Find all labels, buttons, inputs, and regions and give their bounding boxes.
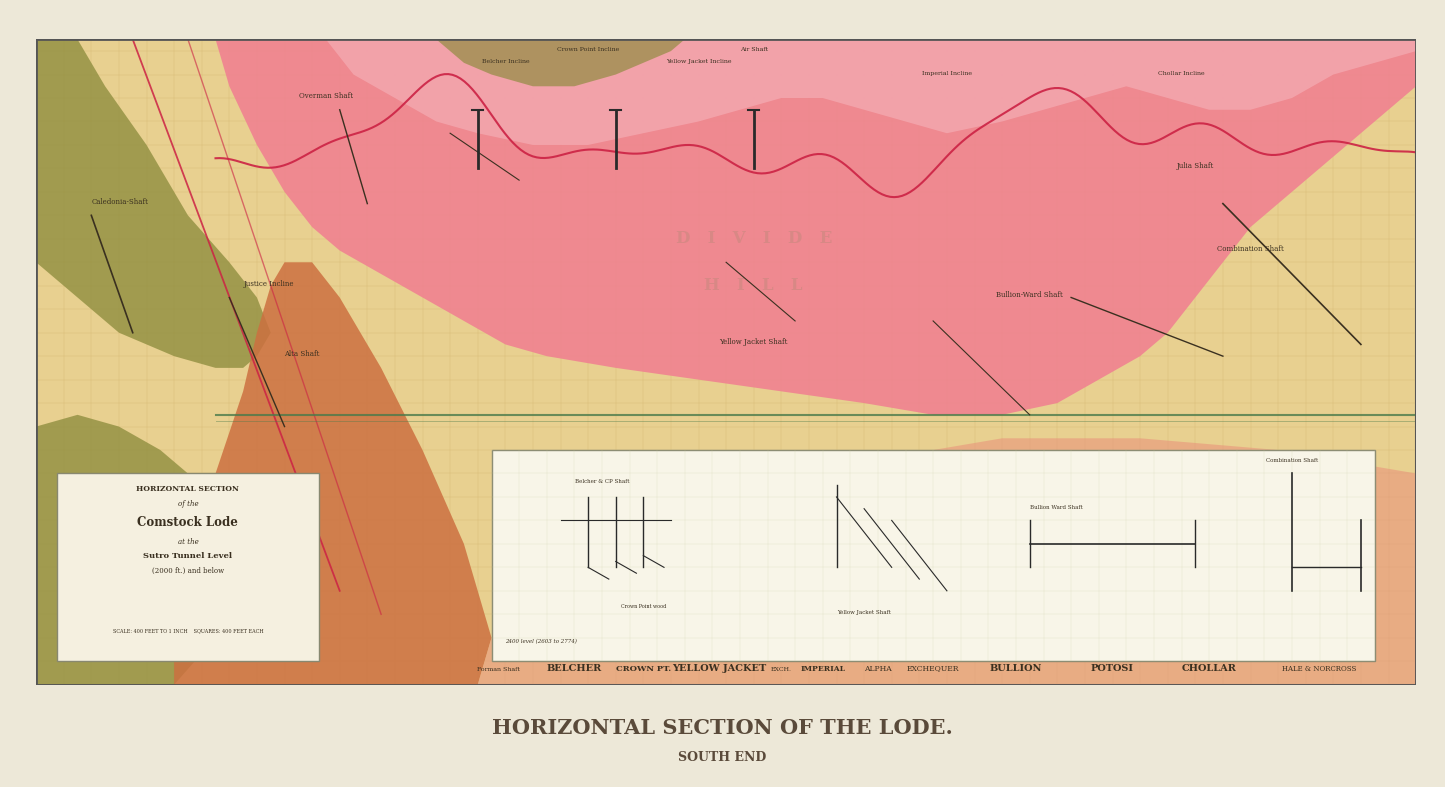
Text: YELLOW JACKET: YELLOW JACKET: [672, 663, 766, 673]
Text: Combination Shaft: Combination Shaft: [1217, 245, 1283, 253]
Polygon shape: [327, 39, 1416, 145]
Text: H   I   L   L: H I L L: [705, 277, 803, 294]
Text: SCALE: 400 FEET TO 1 INCH    SQUARES: 400 FEET EACH: SCALE: 400 FEET TO 1 INCH SQUARES: 400 F…: [113, 628, 263, 633]
Text: Forman Shaft: Forman Shaft: [477, 667, 520, 671]
Text: Crown Point Incline: Crown Point Incline: [556, 47, 620, 52]
Text: Bullion-Ward Shaft: Bullion-Ward Shaft: [997, 291, 1064, 300]
Text: Sutro Tunnel Level: Sutro Tunnel Level: [143, 552, 233, 560]
Text: HORIZONTAL SECTION OF THE LODE.: HORIZONTAL SECTION OF THE LODE.: [493, 718, 952, 738]
Text: Alta Shaft: Alta Shaft: [285, 350, 319, 358]
Text: Caledonia-Shaft: Caledonia-Shaft: [91, 198, 149, 205]
Polygon shape: [36, 415, 243, 685]
Text: SOUTH END: SOUTH END: [678, 751, 767, 763]
Text: of the: of the: [178, 501, 198, 508]
Bar: [56, 474, 319, 661]
Text: Comstock Lode: Comstock Lode: [137, 516, 238, 530]
Text: Imperial Incline: Imperial Incline: [922, 71, 972, 76]
Polygon shape: [36, 39, 270, 368]
Text: EXCH.: EXCH.: [770, 667, 792, 671]
Text: at the: at the: [178, 538, 198, 546]
Text: D   I   V   I   D   E: D I V I D E: [675, 231, 832, 247]
Bar: [491, 450, 1374, 661]
Text: Yellow Jacket Shaft: Yellow Jacket Shaft: [837, 610, 892, 615]
Polygon shape: [215, 39, 1416, 415]
Text: CHOLLAR: CHOLLAR: [1182, 663, 1237, 673]
Text: Bullion Ward Shaft: Bullion Ward Shaft: [1030, 504, 1082, 510]
Text: Crown Point wood: Crown Point wood: [620, 604, 666, 609]
Text: IMPERIAL: IMPERIAL: [801, 664, 845, 673]
Text: Belcher & CP Shaft: Belcher & CP Shaft: [575, 478, 629, 484]
Text: Overman Shaft: Overman Shaft: [299, 92, 353, 100]
Polygon shape: [478, 438, 1416, 685]
Text: 2400 level (2603 to 2774): 2400 level (2603 to 2774): [506, 640, 577, 645]
Text: CROWN PT.: CROWN PT.: [616, 664, 670, 673]
Text: Julia Shaft: Julia Shaft: [1176, 162, 1214, 171]
Text: Belcher Incline: Belcher Incline: [481, 59, 529, 64]
Text: (2000 ft.) and below: (2000 ft.) and below: [152, 567, 224, 575]
Polygon shape: [436, 39, 685, 87]
Polygon shape: [173, 262, 491, 685]
Text: Yellow Jacket Incline: Yellow Jacket Incline: [666, 59, 731, 64]
Text: Combination Shaft: Combination Shaft: [1266, 458, 1318, 463]
Text: BULLION: BULLION: [990, 663, 1042, 673]
Text: ALPHA: ALPHA: [864, 664, 892, 673]
Text: Yellow Jacket Shaft: Yellow Jacket Shaft: [720, 338, 788, 346]
Text: EXCHEQUER: EXCHEQUER: [907, 664, 959, 673]
Text: Chollar Incline: Chollar Incline: [1159, 71, 1205, 76]
Text: Air Shaft: Air Shaft: [740, 47, 767, 52]
Text: HORIZONTAL SECTION: HORIZONTAL SECTION: [136, 485, 240, 493]
Text: HALE & NORCROSS: HALE & NORCROSS: [1282, 664, 1357, 673]
Text: POTOSI: POTOSI: [1091, 663, 1134, 673]
Text: BELCHER: BELCHER: [546, 663, 603, 673]
Text: Justice Incline: Justice Incline: [243, 279, 293, 288]
